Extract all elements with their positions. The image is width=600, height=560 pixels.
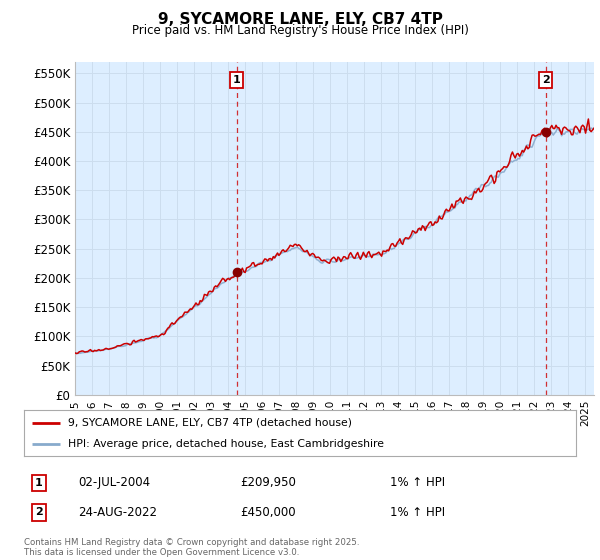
Text: £209,950: £209,950 (240, 476, 296, 489)
Text: 1% ↑ HPI: 1% ↑ HPI (390, 506, 445, 519)
Text: 9, SYCAMORE LANE, ELY, CB7 4TP: 9, SYCAMORE LANE, ELY, CB7 4TP (158, 12, 442, 27)
Text: 02-JUL-2004: 02-JUL-2004 (78, 476, 150, 489)
Text: 2: 2 (35, 507, 43, 517)
Text: 1% ↑ HPI: 1% ↑ HPI (390, 476, 445, 489)
Text: HPI: Average price, detached house, East Cambridgeshire: HPI: Average price, detached house, East… (68, 439, 384, 449)
Text: £450,000: £450,000 (240, 506, 296, 519)
Text: 24-AUG-2022: 24-AUG-2022 (78, 506, 157, 519)
Text: Price paid vs. HM Land Registry's House Price Index (HPI): Price paid vs. HM Land Registry's House … (131, 24, 469, 37)
Text: 2: 2 (542, 75, 550, 85)
Text: Contains HM Land Registry data © Crown copyright and database right 2025.
This d: Contains HM Land Registry data © Crown c… (24, 538, 359, 557)
Text: 9, SYCAMORE LANE, ELY, CB7 4TP (detached house): 9, SYCAMORE LANE, ELY, CB7 4TP (detached… (68, 418, 352, 428)
Text: 1: 1 (35, 478, 43, 488)
Text: 1: 1 (233, 75, 241, 85)
